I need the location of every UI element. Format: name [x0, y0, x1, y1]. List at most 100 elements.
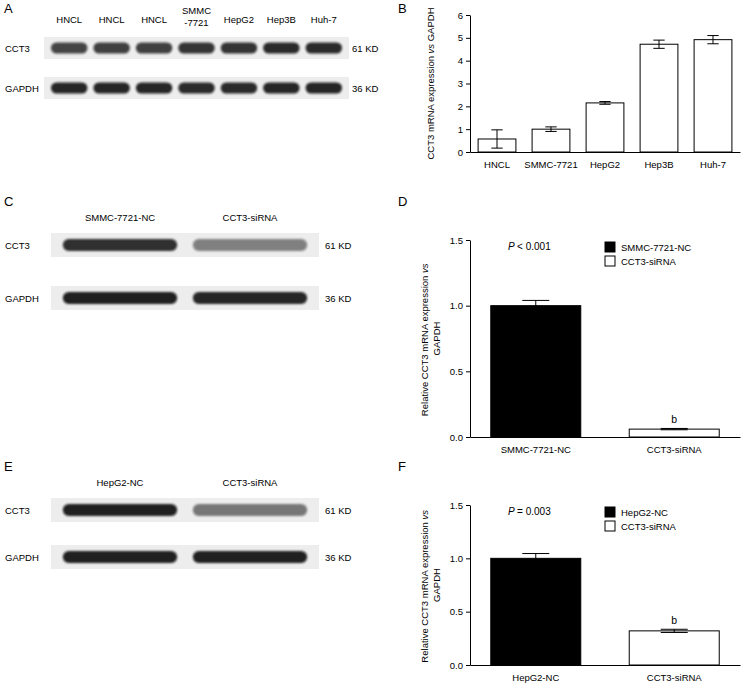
legend-swatch: [605, 256, 615, 266]
lane-label: CCT3-siRNA: [223, 212, 279, 223]
row-label: GAPDH: [5, 83, 39, 94]
tick-mark: [466, 129, 470, 130]
tick-label: 0.0: [450, 432, 463, 443]
blot-strip: [51, 545, 319, 569]
x-tick: CCT3-siRNA: [647, 672, 703, 683]
marks: [491, 300, 719, 437]
tick-mark: [466, 558, 470, 559]
legend-swatch: [605, 242, 615, 252]
tick-label: 1.0: [450, 300, 463, 311]
marks: [478, 36, 732, 152]
legend-label: CCT3-siRNA: [621, 521, 677, 532]
error-bar: [653, 40, 664, 48]
legend-label: SMMC-7721-NC: [621, 242, 691, 253]
tick-label: 0: [458, 147, 463, 158]
x-tick: HNCL: [484, 159, 510, 170]
y-tick: 0.0: [450, 660, 470, 671]
row-size-label: 36 KD: [352, 83, 379, 94]
lane-label: HNCL: [99, 14, 125, 25]
tick-mark: [466, 240, 470, 241]
text-word: P: [508, 506, 517, 517]
blot-band: [51, 83, 87, 94]
x-tick: HepG2-NC: [512, 672, 559, 683]
row-size-label: 36 KD: [325, 293, 352, 304]
blot-band: [63, 292, 177, 304]
category-label: SMMC-7721-NC: [501, 444, 571, 455]
blot-strip: [51, 498, 319, 522]
y-tick: 0.0: [450, 432, 470, 443]
panel-letter: F: [398, 459, 406, 474]
lane-label-line: -7721: [184, 17, 208, 28]
panel-letter: D: [398, 194, 407, 209]
blot-panel: HNCLHNCLHNCLSMMC-7721HepG2Hep3BHuh-7CCT3…: [5, 5, 379, 99]
bar: [640, 44, 678, 152]
y-tick: 0.5: [450, 606, 470, 617]
y-tick: 6: [458, 10, 470, 21]
lane-label: Huh-7: [311, 14, 337, 25]
tick-label: 0.0: [450, 660, 463, 671]
lane-label: HepG2: [224, 14, 254, 25]
legend-swatch: [605, 507, 615, 517]
blot-band: [221, 83, 257, 94]
axis-line: [471, 665, 741, 666]
text-word: GAPDH: [425, 7, 436, 41]
panel-letter: A: [4, 1, 13, 16]
legend-label: CCT3-siRNA: [621, 256, 677, 267]
axis-line: [470, 16, 471, 153]
blot-band: [306, 43, 342, 54]
x-tick: SMMC-7721-NC: [501, 444, 571, 455]
blot-band: [193, 292, 307, 304]
error-bar: [661, 629, 688, 632]
tick-mark: [466, 371, 470, 372]
x-tick: Hep3B: [644, 159, 673, 170]
tick-label: 1.0: [450, 553, 463, 564]
y-tick: 3: [458, 78, 470, 89]
y-tick: 1: [458, 124, 470, 135]
category-label: HepG2: [590, 159, 620, 170]
error-bar: [522, 554, 549, 564]
blot-band: [63, 504, 177, 516]
panel-letter: C: [4, 194, 13, 209]
text-word: mRNA: [419, 568, 430, 598]
blot-panel: HepG2-NCCCT3-siRNACCT361 KDGAPDH36 KD: [5, 477, 352, 569]
tick-label: 0.5: [450, 606, 463, 617]
tick-mark: [466, 84, 470, 85]
background: [0, 0, 750, 686]
x-axis: HepG2-NC CCT3-siRNA: [471, 666, 741, 683]
tick-mark: [466, 437, 470, 438]
lane-label-line: SMMC: [182, 5, 211, 16]
lane-label: SMMC-7721: [182, 5, 211, 28]
y-axis: 0.0 0.5 1.0 1.5: [450, 500, 471, 671]
error-bar: [599, 102, 610, 105]
legend-swatch: [605, 521, 615, 531]
tick-mark: [466, 306, 470, 307]
x-tick: Huh-7: [700, 159, 726, 170]
tick-mark: [466, 152, 470, 153]
row-label: CCT3: [5, 240, 30, 251]
blot-band: [263, 43, 299, 54]
bar: [491, 306, 581, 437]
bar: [629, 631, 719, 665]
legend-label: HepG2-NC: [621, 507, 668, 518]
blot-band: [93, 43, 129, 54]
error-bar: [491, 130, 502, 148]
text-word: expression: [419, 520, 430, 569]
text-word: Relative: [419, 626, 430, 663]
tick-label: 6: [458, 10, 463, 21]
y-axis-title: Relative CCT3 mRNA expression vs GAPDH: [419, 261, 442, 416]
figure: AHNCLHNCLHNCLSMMC-7721HepG2Hep3BHuh-7CCT…: [0, 0, 750, 686]
y-tick: 1.5: [450, 500, 470, 511]
significance-label: b: [671, 614, 677, 626]
y-axis-title: CCT3 mRNA expression vs GAPDH: [425, 7, 436, 159]
blot-band: [178, 43, 214, 54]
error-bar: [545, 127, 556, 132]
blot-band: [63, 239, 177, 251]
text-word: vs: [419, 507, 430, 519]
bar: [629, 429, 719, 437]
text-word: Relative: [419, 379, 430, 416]
category-label: SMMC-7721: [524, 159, 577, 170]
category-label: Huh-7: [700, 159, 726, 170]
tick-label: 1.5: [450, 235, 463, 246]
tick-mark: [466, 665, 470, 666]
tick-mark: [466, 15, 470, 16]
